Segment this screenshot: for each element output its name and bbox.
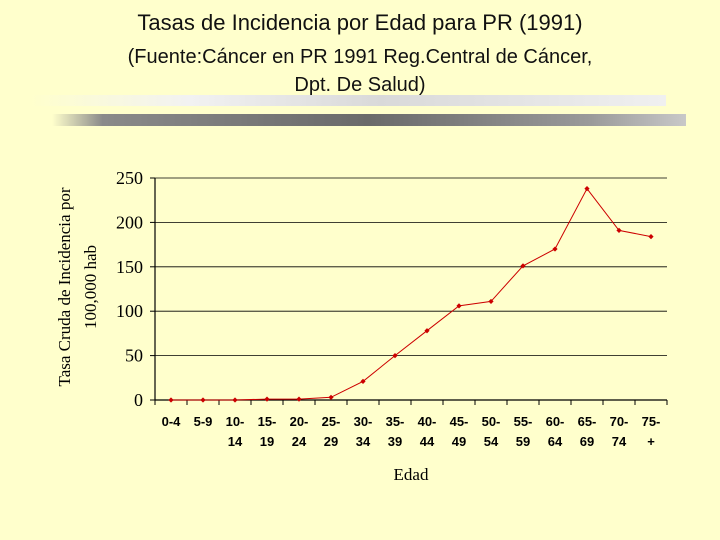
- x-tick-label-line-2: +: [647, 434, 655, 449]
- slide-subtitle: (Fuente:Cáncer en PR 1991 Reg.Central de…: [0, 43, 720, 99]
- data-point: [424, 328, 430, 334]
- data-point: [200, 397, 206, 403]
- x-tick-label-line-2: 29: [324, 434, 338, 449]
- x-tick-label: 50-: [482, 414, 501, 429]
- x-tick-label-line-2: 39: [388, 434, 402, 449]
- x-tick-label: 75-: [642, 414, 661, 429]
- data-point: [392, 353, 398, 359]
- y-tick-label: 0: [134, 390, 143, 410]
- x-tick-label-line-2: 24: [292, 434, 307, 449]
- data-point: [232, 397, 238, 403]
- x-tick-labels: 0-4 5-9 10- 14 15- 19 20- 24 25- 29 30- 34 35- 39 40- 4…: [162, 414, 661, 449]
- x-tick-label: 65-: [578, 414, 597, 429]
- x-axis-title: Edad: [394, 465, 429, 484]
- data-point: [264, 396, 270, 402]
- data-point: [488, 298, 494, 305]
- data-point: [296, 396, 302, 402]
- x-tick-label: 10-: [226, 414, 245, 429]
- y-tick-label: 150: [116, 257, 143, 277]
- x-tick-label: 55-: [514, 414, 533, 429]
- data-point: [648, 234, 654, 240]
- x-tick-label-line-2: 64: [548, 434, 563, 449]
- x-tick-label-line-2: 49: [452, 434, 466, 449]
- x-tick-label-line-2: 19: [260, 434, 274, 449]
- gridlines: [155, 177, 667, 357]
- x-tick-label-line-2: 14: [228, 434, 243, 449]
- y-tick-label: 200: [116, 212, 143, 232]
- subtitle-line-1: (Fuente:Cáncer en PR 1991 Reg.Central de…: [127, 46, 593, 68]
- y-tick-label: 250: [116, 168, 143, 188]
- incidence-series: [168, 186, 654, 403]
- x-tick-label: 30-: [354, 414, 373, 429]
- subtitle-line-2: Dpt. De Salud): [294, 74, 426, 96]
- x-tick-label: 5-9: [194, 414, 213, 429]
- data-point: [456, 303, 462, 309]
- x-tick-label: 70-: [610, 414, 629, 429]
- x-tick-label: 60-: [546, 414, 565, 429]
- x-tick-label-line-2: 34: [356, 434, 371, 449]
- axes: [150, 177, 668, 405]
- y-tick-labels: 0 50 100 150 200 250: [116, 168, 143, 410]
- decorative-rule-top: [30, 95, 666, 106]
- x-tick-label-line-2: 69: [580, 434, 594, 449]
- slide-title: Tasas de Incidencia por Edad para PR (19…: [137, 10, 583, 35]
- data-point: [168, 397, 174, 403]
- y-axis-title-line-1: Tasa Cruda de Incidencia por: [55, 187, 74, 386]
- data-point: [328, 394, 334, 400]
- x-tick-label-line-2: 44: [420, 434, 435, 449]
- x-tick-label: 20-: [290, 414, 309, 429]
- data-point: [520, 263, 526, 269]
- y-tick-label: 100: [116, 301, 143, 321]
- y-axis-title-line-2: 100,000 hab: [81, 245, 100, 329]
- x-tick-label-line-2: 54: [484, 434, 499, 449]
- x-tick-label: 40-: [418, 414, 437, 429]
- data-point: [584, 186, 590, 192]
- x-tick-label: 0-4: [162, 414, 182, 429]
- x-tick-label-line-2: 59: [516, 434, 530, 449]
- x-tick-label: 25-: [322, 414, 341, 429]
- series-line: [171, 187, 652, 401]
- data-point: [360, 378, 366, 384]
- decorative-rule-bottom: [52, 114, 686, 126]
- data-point: [552, 246, 558, 252]
- y-tick-label: 50: [125, 346, 143, 366]
- x-tick-label: 15-: [258, 414, 277, 429]
- data-point: [616, 227, 622, 233]
- x-tick-label: 35-: [386, 414, 405, 429]
- x-tick-label: 45-: [450, 414, 469, 429]
- x-tick-label-line-2: 74: [612, 434, 627, 449]
